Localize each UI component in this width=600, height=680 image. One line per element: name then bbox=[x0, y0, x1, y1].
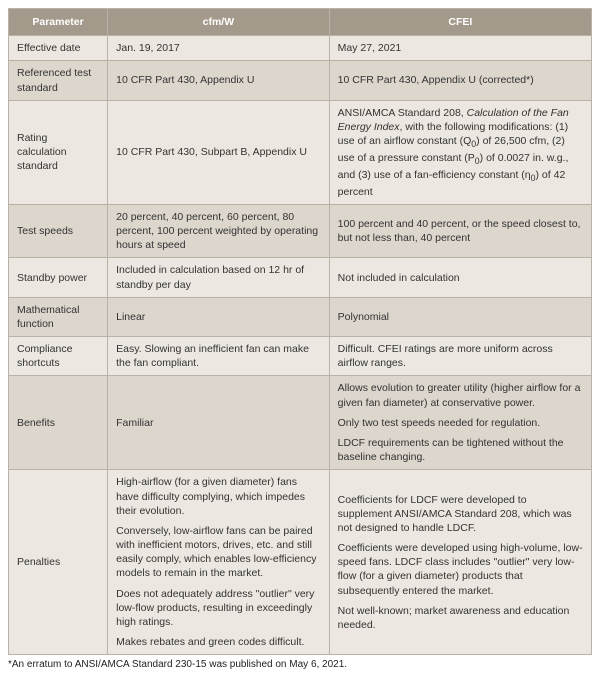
cell-paragraph: May 27, 2021 bbox=[338, 41, 583, 55]
cell-paragraph: Included in calculation based on 12 hr o… bbox=[116, 263, 321, 291]
cell-paragraph: Polynomial bbox=[338, 310, 583, 324]
cell-paragraph: Difficult. CFEI ratings are more uniform… bbox=[338, 342, 583, 370]
header-cfmw: cfm/W bbox=[108, 9, 330, 36]
cell-paragraph: Jan. 19, 2017 bbox=[116, 41, 321, 55]
cell-paragraph: High-airflow (for a given diameter) fans… bbox=[116, 475, 321, 518]
cfmw-cell: Jan. 19, 2017 bbox=[108, 36, 330, 61]
param-cell: Penalties bbox=[9, 470, 108, 655]
table-row: Standby power Included in calculation bas… bbox=[9, 258, 592, 297]
cell-paragraph: Conversely, low-airflow fans can be pair… bbox=[116, 524, 321, 581]
comparison-table: Parameter cfm/W CFEI Effective date Jan. … bbox=[8, 8, 592, 655]
cell-paragraph: Allows evolution to greater utility (hig… bbox=[338, 381, 583, 409]
cfmw-cell: 10 CFR Part 430, Appendix U bbox=[108, 61, 330, 100]
param-cell: Test speeds bbox=[9, 204, 108, 258]
cell-paragraph: Linear bbox=[116, 310, 321, 324]
cfmw-cell: 10 CFR Part 430, Subpart B, Appendix U bbox=[108, 100, 330, 204]
cfei-cell: 100 percent and 40 percent, or the speed… bbox=[329, 204, 591, 258]
cfei-cell: Coefficients for LDCF were developed to … bbox=[329, 470, 591, 655]
table-row: Mathematical function Linear Polynomial bbox=[9, 297, 592, 336]
cfei-cell: May 27, 2021 bbox=[329, 36, 591, 61]
cell-paragraph: ANSI/AMCA Standard 208, Calculation of t… bbox=[338, 106, 583, 199]
cfei-cell: Allows evolution to greater utility (hig… bbox=[329, 376, 591, 470]
cell-paragraph: 20 percent, 40 percent, 60 percent, 80 p… bbox=[116, 210, 321, 253]
cell-paragraph: Makes rebates and green codes difficult. bbox=[116, 635, 321, 649]
header-parameter: Parameter bbox=[9, 9, 108, 36]
cfmw-cell: Included in calculation based on 12 hr o… bbox=[108, 258, 330, 297]
cell-paragraph: Familiar bbox=[116, 416, 321, 430]
param-cell: Rating calculation standard bbox=[9, 100, 108, 204]
cell-paragraph: 100 percent and 40 percent, or the speed… bbox=[338, 217, 583, 245]
table-body: Effective date Jan. 19, 2017 May 27, 2021 R… bbox=[9, 36, 592, 655]
table-row: Test speeds20 percent, 40 percent, 60 pe… bbox=[9, 204, 592, 258]
cfei-cell: Not included in calculation bbox=[329, 258, 591, 297]
cfei-cell: Difficult. CFEI ratings are more uniform… bbox=[329, 337, 591, 376]
cfmw-cell: Easy. Slowing an inefficient fan can mak… bbox=[108, 337, 330, 376]
cfmw-cell: High-airflow (for a given diameter) fans… bbox=[108, 470, 330, 655]
cell-paragraph: Coefficients for LDCF were developed to … bbox=[338, 493, 583, 536]
param-cell: Mathematical function bbox=[9, 297, 108, 336]
header-row: Parameter cfm/W CFEI bbox=[9, 9, 592, 36]
cfmw-cell: Linear bbox=[108, 297, 330, 336]
cfmw-cell: 20 percent, 40 percent, 60 percent, 80 p… bbox=[108, 204, 330, 258]
cfmw-cell: Familiar bbox=[108, 376, 330, 470]
table-row: Compliance shortcuts Easy. Slowing an ine… bbox=[9, 337, 592, 376]
cell-paragraph: 10 CFR Part 430, Appendix U (corrected*) bbox=[338, 73, 583, 87]
footnote: *An erratum to ANSI/AMCA Standard 230-15… bbox=[8, 658, 592, 672]
cfei-cell: Polynomial bbox=[329, 297, 591, 336]
cell-paragraph: Not included in calculation bbox=[338, 271, 583, 285]
cell-paragraph: Only two test speeds needed for regulati… bbox=[338, 416, 583, 430]
cfei-cell: ANSI/AMCA Standard 208, Calculation of t… bbox=[329, 100, 591, 204]
table-row: Rating calculation standard 10 CFR Part 4… bbox=[9, 100, 592, 204]
cfei-cell: 10 CFR Part 430, Appendix U (corrected*) bbox=[329, 61, 591, 100]
cell-paragraph: Coefficients were developed using high-v… bbox=[338, 541, 583, 598]
param-cell: Standby power bbox=[9, 258, 108, 297]
cell-paragraph: LDCF requirements can be tightened witho… bbox=[338, 436, 583, 464]
table-row: Referenced test standard 10 CFR Part 430,… bbox=[9, 61, 592, 100]
cell-paragraph: 10 CFR Part 430, Subpart B, Appendix U bbox=[116, 145, 321, 159]
table-row: Effective date Jan. 19, 2017 May 27, 2021 bbox=[9, 36, 592, 61]
param-cell: Referenced test standard bbox=[9, 61, 108, 100]
param-cell: Effective date bbox=[9, 36, 108, 61]
param-cell: Benefits bbox=[9, 376, 108, 470]
cell-paragraph: 10 CFR Part 430, Appendix U bbox=[116, 73, 321, 87]
cell-paragraph: Easy. Slowing an inefficient fan can mak… bbox=[116, 342, 321, 370]
cell-paragraph: Not well-known; market awareness and edu… bbox=[338, 604, 583, 632]
header-cfei: CFEI bbox=[329, 9, 591, 36]
table-row: PenaltiesHigh-airflow (for a given diame… bbox=[9, 470, 592, 655]
cell-paragraph: Does not adequately address "outlier" ve… bbox=[116, 587, 321, 630]
param-cell: Compliance shortcuts bbox=[9, 337, 108, 376]
table-row: Benefits Familiar Allows evolution to grea… bbox=[9, 376, 592, 470]
